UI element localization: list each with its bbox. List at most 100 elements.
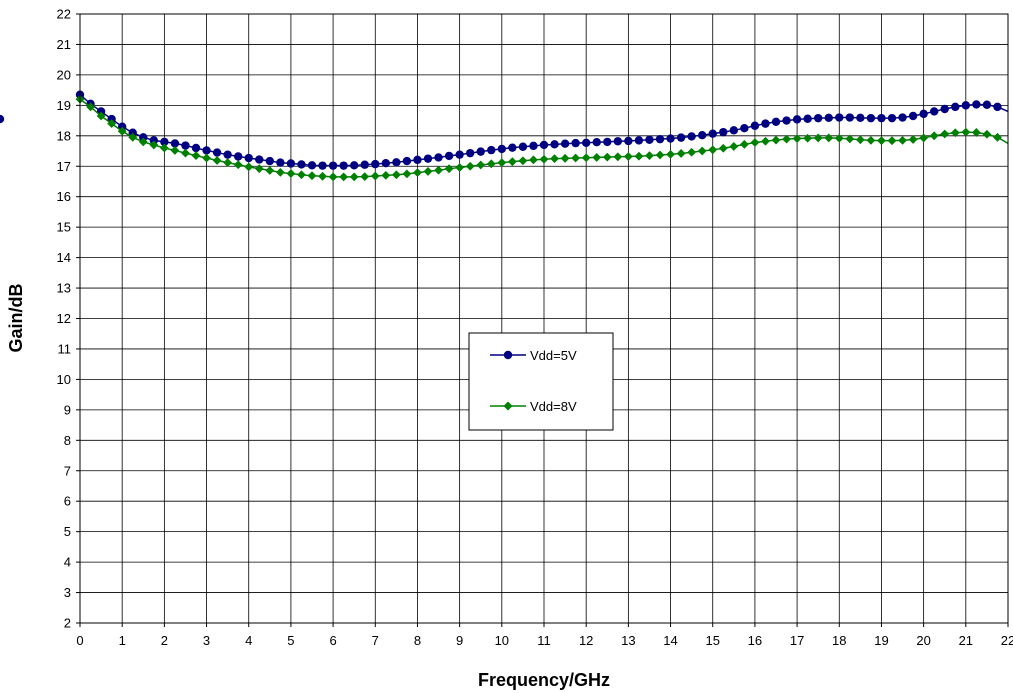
legend-box [468,332,614,431]
series-2-point [307,171,317,181]
x-tick-label: 5 [287,633,294,648]
series-2-point [86,102,95,112]
series-1-point [381,159,391,168]
x-tick-label: 2 [161,633,168,648]
series-2-point [434,165,443,175]
x-tick-label: 18 [832,633,846,648]
series-1-point [634,136,644,145]
series-1-point [824,113,833,123]
series-2-point [529,155,538,165]
series-2-point [887,136,897,146]
y-tick-label: 5 [64,524,71,539]
series-1-point [181,141,190,150]
series-2-point [697,146,707,156]
series-1-point [813,113,823,123]
series-2-point [318,171,327,181]
series-2-point [645,151,654,160]
series-1-point [149,136,159,145]
x-tick-label: 3 [203,633,210,648]
x-tick-label: 15 [705,633,719,648]
series-2-point [708,145,718,155]
y-tick-label: 3 [64,585,71,600]
series-2-point [560,153,570,163]
series-1-point [719,127,728,137]
series-2-point [212,156,222,165]
y-tick-label: 12 [57,311,71,326]
series-1-point [455,150,464,159]
series-1-point [371,159,380,169]
series-1-point [581,138,591,148]
series-1-point [170,139,180,148]
series-1-point [603,137,612,147]
series-1-point [835,113,844,122]
series-2-point [750,138,760,147]
y-tick-label: 18 [57,128,71,143]
series-2-point [202,153,211,163]
y-tick-label: 8 [64,433,71,448]
series-2-point [233,160,243,170]
series-2-point [993,132,1002,142]
series-1-point [803,114,812,123]
series-2-point [761,136,770,146]
series-1-point [645,135,654,144]
series-2-point [486,159,496,169]
series-1-point [508,143,517,152]
series-2-point [571,153,581,163]
series-2-point [476,160,486,170]
series-1-point [771,117,781,126]
series-1-point [929,107,939,116]
series-1-point [729,126,739,135]
series-1-point [951,102,960,112]
x-axis-title: Frequency/GHz [478,670,610,690]
series-2-point [507,157,517,167]
series-layer [0,90,1009,182]
series-2-point [349,172,359,182]
series-1-point [676,133,686,142]
series-1-point [328,161,338,170]
series-2-point [149,140,159,150]
y-tick-label: 4 [64,555,71,570]
series-1-point [244,153,253,163]
series-2-point [813,133,823,143]
y-tick-label: 17 [57,159,71,174]
y-tick-label: 16 [57,189,71,204]
series-1-point [423,154,433,163]
y-tick-label: 14 [57,250,71,265]
series-1-point [624,136,633,146]
series-1-point [297,160,306,169]
series-1-point [866,113,876,123]
series-1-point [887,113,897,123]
y-tick-label: 21 [57,37,71,52]
series-2-point [550,154,559,164]
series-2-point [824,133,834,143]
series-1-point [919,109,928,119]
series-2-point [465,161,475,171]
series-2-point [286,169,296,178]
legend: Vdd=5V Vdd=8V [468,332,614,431]
x-tick-label: 22 [1001,633,1013,648]
series-1-point [877,113,886,123]
series-2-point [687,147,697,157]
series-2-point [244,162,254,172]
series-1-point [592,137,601,147]
x-tick-label: 9 [456,633,463,648]
series-1-point [687,132,696,141]
y-tick-label: 15 [57,220,71,235]
series-2-point [739,139,749,149]
series-2-point [497,158,507,167]
series-2-point [413,168,422,178]
series-2-point [117,126,127,136]
y-tick-label: 11 [58,341,72,356]
series-2-point [223,158,233,167]
series-1-point [339,161,348,170]
series-2-point [381,170,391,180]
series-1-point [908,111,918,121]
series-2 [75,94,1009,182]
series-1-point [782,116,791,125]
series-2-point [159,143,169,153]
y-tick-label: 2 [64,616,71,631]
x-tick-label: 12 [579,633,593,648]
x-tick-label: 17 [790,633,804,648]
series-2-point [940,129,950,139]
